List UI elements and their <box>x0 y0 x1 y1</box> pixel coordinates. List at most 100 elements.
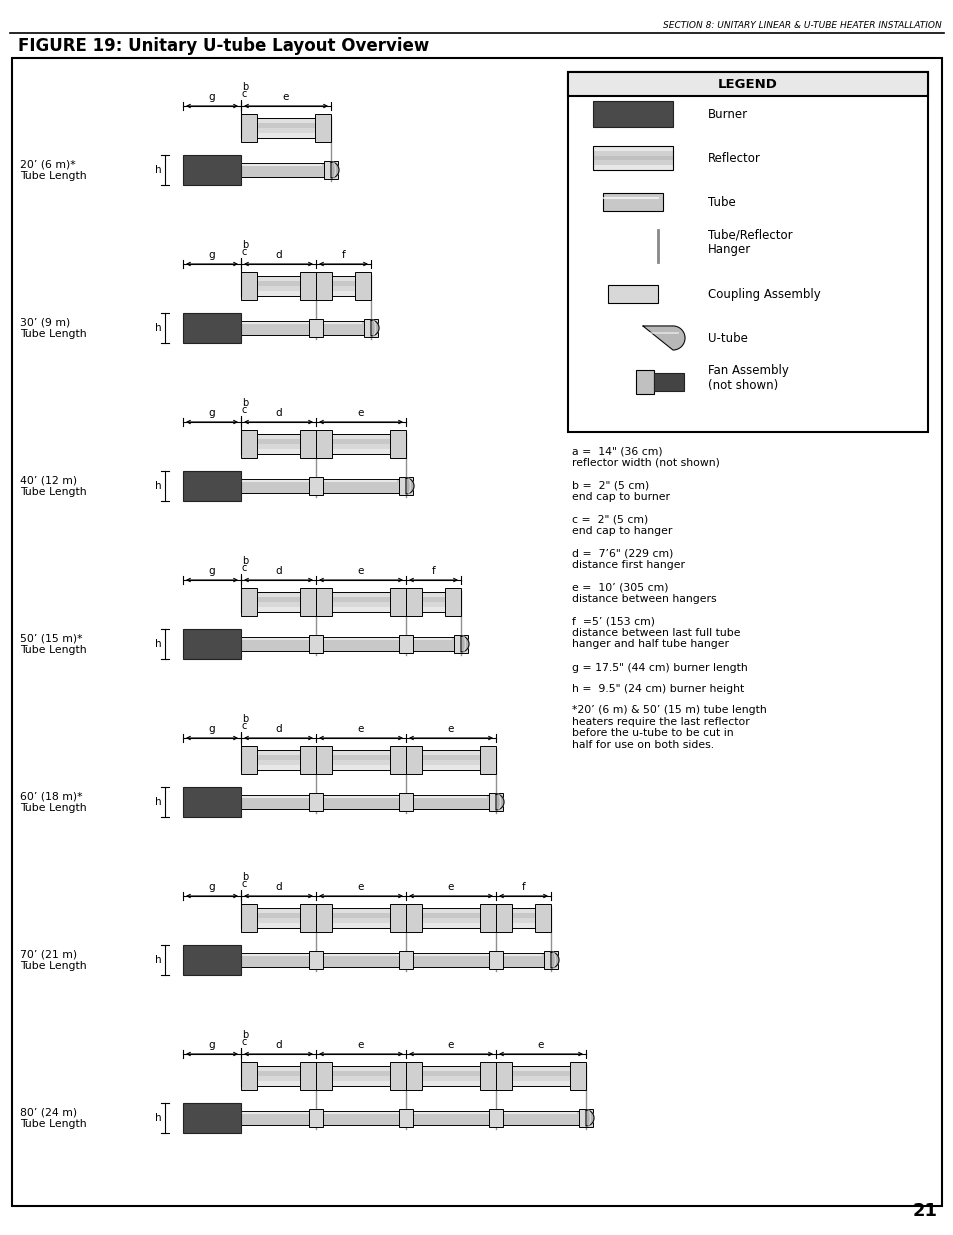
Bar <box>241 445 315 450</box>
Bar <box>315 1066 406 1086</box>
Bar <box>241 904 256 932</box>
Bar <box>309 635 323 653</box>
Text: f  =5’ (153 cm)
distance between last full tube
hanger and half tube hanger: f =5’ (153 cm) distance between last ful… <box>572 616 740 650</box>
Bar <box>315 760 406 764</box>
Text: Fan Assembly
(not shown): Fan Assembly (not shown) <box>707 364 788 391</box>
Bar <box>241 479 406 493</box>
Bar <box>593 156 672 161</box>
Bar <box>241 430 256 458</box>
Bar <box>398 1109 413 1128</box>
Bar <box>315 433 406 454</box>
Text: c: c <box>242 405 247 415</box>
Bar <box>241 923 315 927</box>
Bar <box>309 793 323 811</box>
Text: e: e <box>447 1040 454 1050</box>
Bar <box>406 1066 496 1071</box>
Bar <box>602 193 662 211</box>
Bar <box>496 1081 585 1086</box>
Bar <box>496 1076 585 1081</box>
Bar <box>406 597 460 601</box>
Bar <box>406 904 421 932</box>
Bar <box>241 764 315 769</box>
Bar <box>479 1062 496 1091</box>
Bar <box>406 1071 496 1076</box>
Bar <box>241 1062 256 1091</box>
Bar <box>241 601 315 606</box>
Bar <box>496 1062 512 1091</box>
Bar <box>406 601 460 606</box>
Text: d: d <box>274 1040 281 1050</box>
Bar <box>636 370 654 394</box>
Text: c =  2" (5 cm)
end cap to hanger: c = 2" (5 cm) end cap to hanger <box>572 514 672 536</box>
Text: 21: 21 <box>912 1202 937 1220</box>
Bar <box>299 430 315 458</box>
Bar <box>489 951 502 969</box>
Bar <box>578 1109 593 1128</box>
Bar <box>593 161 672 165</box>
Text: c: c <box>242 1037 247 1047</box>
Bar <box>241 746 256 774</box>
Bar <box>299 904 315 932</box>
Bar <box>315 1062 332 1091</box>
Bar <box>406 746 421 774</box>
Bar <box>406 592 460 613</box>
Bar <box>183 629 241 659</box>
Bar <box>315 275 371 296</box>
Bar <box>241 908 315 927</box>
Text: g: g <box>209 91 215 103</box>
Text: e: e <box>357 724 364 734</box>
Bar <box>406 755 496 760</box>
Text: 20’ (6 m)*
Tube Length: 20’ (6 m)* Tube Length <box>20 159 87 180</box>
Text: Reflector: Reflector <box>707 152 760 164</box>
Text: h: h <box>155 324 162 333</box>
Text: Tube: Tube <box>707 195 735 209</box>
Text: d: d <box>274 882 281 892</box>
Text: Coupling Assembly: Coupling Assembly <box>707 288 820 300</box>
Bar <box>543 951 558 969</box>
Bar <box>241 119 331 124</box>
Bar <box>406 1081 496 1086</box>
Text: h =  9.5" (24 cm) burner height: h = 9.5" (24 cm) burner height <box>572 684 743 694</box>
Bar <box>496 1066 585 1086</box>
Text: b: b <box>242 240 248 249</box>
Bar <box>535 904 551 932</box>
Bar <box>183 312 241 343</box>
Text: c: c <box>242 721 247 731</box>
Text: Tube/Reflector
Hanger: Tube/Reflector Hanger <box>707 228 792 256</box>
Text: f: f <box>341 249 345 261</box>
Bar <box>398 477 413 495</box>
Bar <box>299 588 315 616</box>
Bar <box>241 114 256 142</box>
Text: e: e <box>357 566 364 576</box>
Text: *20’ (6 m) & 50’ (15 m) tube length
heaters require the last reflector
before th: *20’ (6 m) & 50’ (15 m) tube length heat… <box>572 705 766 750</box>
Text: 60’ (18 m)*
Tube Length: 60’ (18 m)* Tube Length <box>20 792 87 813</box>
Text: h: h <box>155 797 162 806</box>
Bar <box>241 953 551 967</box>
Text: 30’ (9 m)
Tube Length: 30’ (9 m) Tube Length <box>20 317 87 338</box>
Text: d: d <box>274 249 281 261</box>
Text: e: e <box>357 882 364 892</box>
Bar <box>315 750 406 755</box>
Bar <box>314 114 331 142</box>
Polygon shape <box>551 952 558 968</box>
Bar <box>241 750 315 755</box>
Bar <box>315 918 406 923</box>
Bar <box>241 1066 315 1071</box>
Bar <box>241 275 315 296</box>
Text: SECTION 8: UNITARY LINEAR & U-TUBE HEATER INSTALLATION: SECTION 8: UNITARY LINEAR & U-TUBE HEATE… <box>662 21 941 30</box>
Bar <box>241 321 371 335</box>
Bar <box>496 918 551 923</box>
Text: d =  7’6" (229 cm)
distance first hanger: d = 7’6" (229 cm) distance first hanger <box>572 548 684 569</box>
Text: h: h <box>155 480 162 492</box>
Bar <box>496 904 512 932</box>
Bar <box>496 923 551 927</box>
Bar <box>241 606 315 613</box>
Text: g: g <box>209 249 215 261</box>
Text: a =  14" (36 cm)
reflector width (not shown): a = 14" (36 cm) reflector width (not sho… <box>572 446 720 468</box>
Bar <box>593 146 672 170</box>
Bar <box>315 588 332 616</box>
Bar <box>593 146 672 151</box>
Text: f: f <box>521 882 525 892</box>
Bar <box>299 1062 315 1091</box>
Text: c: c <box>242 247 247 257</box>
